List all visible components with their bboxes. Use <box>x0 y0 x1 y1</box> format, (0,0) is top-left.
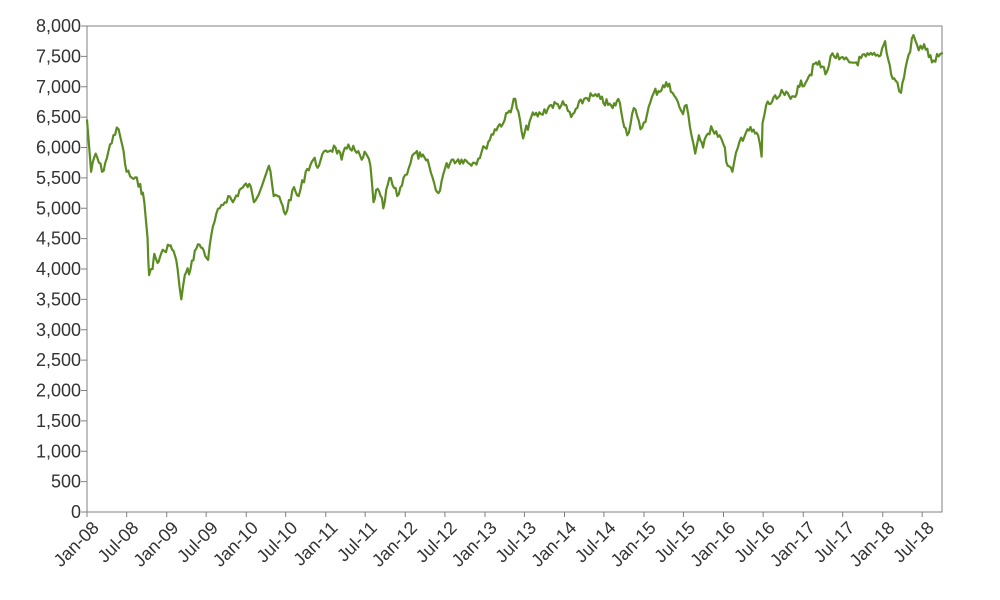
y-tick-label: 500 <box>51 472 81 492</box>
y-tick-label: 5,500 <box>36 168 81 188</box>
y-tick-label: 6,500 <box>36 107 81 127</box>
y-tick-label: 6,000 <box>36 138 81 158</box>
y-tick-label: 7,500 <box>36 46 81 66</box>
x-tick-label: Jan-15 <box>607 518 660 571</box>
x-axis: Jan-08Jul-08Jan-09Jul-09Jan-10Jul-10Jan-… <box>50 512 938 571</box>
y-tick-label: 1,500 <box>36 411 81 431</box>
y-tick-label: 7,000 <box>36 77 81 97</box>
series-line <box>85 34 944 301</box>
y-tick-label: 8,000 <box>36 16 81 36</box>
y-axis: 0 500 1,000 1,500 2,000 2,500 3,000 3,500 4,000 4… <box>36 16 87 522</box>
x-tick-label: Jul-18 <box>889 518 938 567</box>
x-tick-label: Jan-10 <box>209 518 262 571</box>
plot-area-frame <box>86 25 943 513</box>
x-tick-label: Jan-16 <box>686 518 739 571</box>
y-tick-label: 1,000 <box>36 441 81 461</box>
y-tick-label: 3,500 <box>36 289 81 309</box>
x-tick-label: Jan-11 <box>289 518 341 570</box>
x-tick-label: Jan-09 <box>129 518 182 571</box>
y-tick-label: 4,000 <box>36 259 81 279</box>
y-tick-label: 2,500 <box>36 350 81 370</box>
y-tick-label: 0 <box>71 502 81 522</box>
x-tick-label: Jan-14 <box>527 518 580 571</box>
y-tick-label: 4,500 <box>36 229 81 249</box>
x-tick-label: Jan-18 <box>845 518 898 571</box>
y-tick-label: 5,000 <box>36 198 81 218</box>
x-tick-label: Jan-13 <box>448 518 501 571</box>
y-tick-label: 3,000 <box>36 320 81 340</box>
x-tick-label: Jan-08 <box>50 518 103 571</box>
y-tick-label: 2,000 <box>36 381 81 401</box>
x-tick-label: Jan-12 <box>368 518 421 571</box>
x-tick-label: Jan-17 <box>766 518 819 571</box>
